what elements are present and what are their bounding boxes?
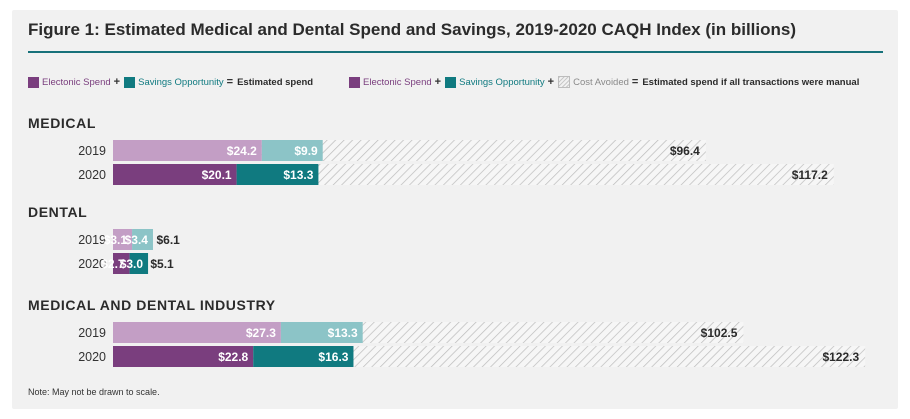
total-value-label: $122.3 xyxy=(822,350,859,364)
year-label: 2019 xyxy=(78,144,106,158)
savings-value-label: $16.3 xyxy=(318,350,348,364)
electronic-value-label: $20.1 xyxy=(202,168,232,182)
total-value-label: $6.1 xyxy=(157,233,181,247)
savings-value-label: $3.4 xyxy=(125,233,149,247)
cost-avoided-swatch xyxy=(558,76,571,88)
savings-opportunity-swatch xyxy=(124,76,136,88)
savings-opportunity-bar xyxy=(132,229,153,250)
electronic-spend-bar xyxy=(113,140,262,161)
legend-equals: = xyxy=(631,76,639,88)
year-label: 2020 xyxy=(78,168,106,182)
electronic-value-label: $2.7 xyxy=(101,257,125,271)
electronic-value-label: $22.8 xyxy=(218,350,248,364)
electronic-spend-bar xyxy=(113,253,130,274)
title-divider xyxy=(28,51,883,53)
legend-electronic-label: Electonic Spend xyxy=(42,76,111,88)
savings-opportunity-bar xyxy=(280,322,363,343)
total-value-label: $102.5 xyxy=(701,326,738,340)
electronic-spend-swatch xyxy=(349,76,360,88)
group-heading: MEDICAL xyxy=(28,115,96,131)
electronic-value-label: $24.2 xyxy=(227,144,257,158)
year-label: 2020 xyxy=(78,350,106,364)
legend-avoided-label: Cost Avoided xyxy=(573,76,629,88)
electronic-spend-bar xyxy=(113,164,237,185)
savings-opportunity-bar xyxy=(253,346,354,367)
savings-value-label: $3.0 xyxy=(120,257,144,271)
savings-opportunity-bar xyxy=(236,164,319,185)
savings-value-label: $13.3 xyxy=(328,326,358,340)
footnote: Note: May not be drawn to scale. xyxy=(28,387,160,397)
group-heading: DENTAL xyxy=(28,204,87,220)
year-label: 2020 xyxy=(78,257,106,271)
electronic-value-label: $27.3 xyxy=(246,326,276,340)
legend-equals: = xyxy=(226,76,234,88)
legend-result-label: Estimated spend if all transactions were… xyxy=(642,76,860,88)
total-value-label: $5.1 xyxy=(150,257,174,271)
legend-plus: + xyxy=(434,76,442,88)
savings-value-label: $9.9 xyxy=(294,144,318,158)
figure-title: Figure 1: Estimated Medical and Dental S… xyxy=(28,20,797,39)
year-label: 2019 xyxy=(78,326,106,340)
savings-value-label: $13.3 xyxy=(283,168,313,182)
savings-opportunity-bar xyxy=(129,253,149,274)
savings-opportunity-swatch xyxy=(445,76,457,88)
savings-opportunity-bar xyxy=(261,140,323,161)
electronic-spend-bar xyxy=(113,322,281,343)
legend-manual-spend: Electonic Spend + Savings Opportunity + … xyxy=(349,74,859,90)
electronic-spend-swatch xyxy=(28,76,39,88)
legend-electronic-label: Electonic Spend xyxy=(363,76,432,88)
legend-estimated-spend: Electonic Spend + Savings Opportunity = … xyxy=(28,74,313,90)
legend-result-label: Estimated spend xyxy=(237,76,314,88)
legend-savings-label: Savings Opportunity xyxy=(138,76,224,88)
electronic-spend-bar xyxy=(113,229,133,250)
electronic-spend-bar xyxy=(113,346,254,367)
legend-plus: + xyxy=(113,76,121,88)
total-value-label: $96.4 xyxy=(670,144,700,158)
electronic-value-label: $3.1 xyxy=(104,233,128,247)
group-heading: MEDICAL AND DENTAL INDUSTRY xyxy=(28,297,276,313)
legend-savings-label: Savings Opportunity xyxy=(459,76,545,88)
total-value-label: $117.2 xyxy=(792,168,828,182)
legend-plus: + xyxy=(547,76,555,88)
year-label: 2019 xyxy=(78,233,106,247)
